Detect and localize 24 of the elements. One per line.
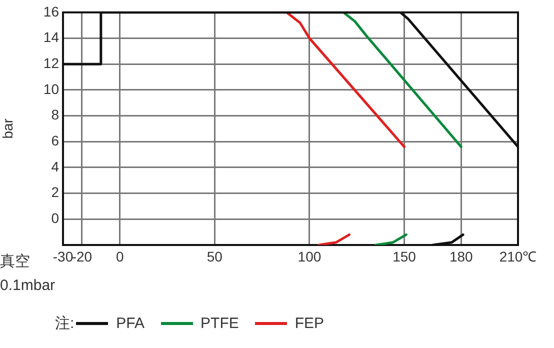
x-tick-label: 0 bbox=[116, 248, 124, 264]
x-tick-label: 100 bbox=[298, 248, 322, 264]
y-tick-label: 8 bbox=[51, 106, 60, 123]
y-tick-label: 14 bbox=[43, 29, 60, 46]
legend-label: FEP bbox=[294, 315, 324, 332]
legend-title: 注: bbox=[55, 314, 74, 333]
x-tick-label: 210℃ bbox=[499, 248, 537, 264]
legend-label: PTFE bbox=[200, 315, 239, 332]
legend-label: PFA bbox=[116, 315, 145, 332]
y-tick-label: 10 bbox=[43, 80, 60, 97]
y-tick-label: 6 bbox=[51, 132, 60, 148]
x-tick-label: 50 bbox=[206, 248, 223, 264]
y-axis-title: bar bbox=[0, 118, 16, 139]
text: 真空 bbox=[0, 252, 30, 271]
x-tick-label: 150 bbox=[392, 248, 416, 264]
y-tick-label: 16 bbox=[43, 3, 60, 20]
x-tick-label: 180 bbox=[449, 248, 474, 264]
y-tick-label: 0 bbox=[51, 210, 60, 226]
x-tick-label: -30 bbox=[52, 248, 74, 264]
y-tick-label: 2 bbox=[51, 184, 60, 200]
text: 0.1mbar bbox=[0, 277, 56, 294]
x-tick-label: -20 bbox=[72, 248, 92, 264]
y-tick-label: 12 bbox=[43, 54, 60, 71]
y-tick-label: 4 bbox=[51, 158, 60, 174]
